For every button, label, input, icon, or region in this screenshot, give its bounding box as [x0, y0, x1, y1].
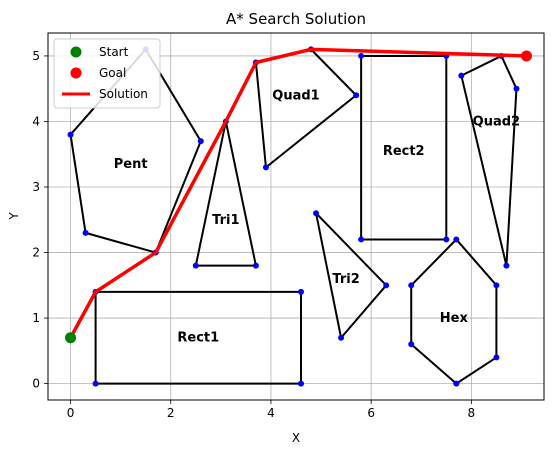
obstacle-vertex — [353, 92, 360, 99]
obstacle-label: Quad1 — [272, 88, 319, 103]
obstacle-vertex — [92, 380, 99, 387]
obstacle-vertex — [298, 380, 305, 387]
obstacle-vertex — [513, 85, 520, 92]
obstacle-vertex — [358, 236, 365, 243]
legend-start-marker — [70, 46, 82, 58]
axes — [47, 32, 545, 401]
obstacle-vertex — [408, 341, 415, 348]
obstacle-vertex — [252, 262, 259, 269]
obstacle-label: Tri2 — [332, 272, 359, 287]
obstacle-tri1 — [194, 120, 257, 267]
y-axis-label: Y — [7, 212, 21, 221]
obstacle-vertex — [408, 282, 415, 289]
obstacle-label: Rect1 — [177, 331, 219, 346]
legend-solution-label: Solution — [99, 87, 148, 101]
x-tick-label: 6 — [367, 406, 375, 420]
obstacle-label: Rect2 — [383, 144, 425, 159]
obstacle-label: Quad2 — [473, 114, 520, 129]
y-tick-label: 2 — [32, 246, 40, 260]
y-tick-label: 3 — [32, 180, 40, 194]
x-tick-label: 4 — [267, 406, 275, 420]
goal-marker — [520, 50, 532, 62]
x-tick-label: 2 — [167, 406, 175, 420]
obstacle-vertex — [67, 131, 74, 138]
y-tick-label: 4 — [32, 114, 40, 128]
start-marker — [65, 332, 77, 344]
obstacle-vertex — [493, 354, 500, 361]
obstacle-label: Tri1 — [212, 213, 239, 228]
x-axis-label: X — [292, 431, 300, 445]
obstacle-label: Hex — [440, 311, 469, 326]
obstacle-vertex — [443, 236, 450, 243]
legend-box — [53, 38, 161, 109]
obstacle-vertex — [453, 236, 460, 243]
x-tick-label: 0 — [67, 406, 75, 420]
x-tick-label: 8 — [468, 406, 476, 420]
legend-goal-label: Goal — [99, 66, 126, 80]
legend-goal-marker — [70, 67, 82, 79]
obstacle-vertex — [458, 72, 465, 79]
obstacle-vertex — [262, 164, 269, 171]
plot-frame — [47, 32, 545, 401]
obstacle-vertex — [313, 210, 320, 217]
obstacle-vertex — [197, 138, 204, 145]
obstacle-vertex — [453, 380, 460, 387]
chart-title: A* Search Solution — [226, 10, 366, 28]
obstacle-vertex — [82, 229, 89, 236]
obstacle-vertex — [383, 282, 390, 289]
obstacle-vertex — [358, 52, 365, 59]
obstacle-vertex — [298, 288, 305, 295]
y-tick-label: 5 — [32, 49, 40, 63]
y-tick-label: 0 — [32, 377, 40, 391]
ticks: 0 2 4 6 8 0 1 2 3 4 5 — [32, 49, 475, 420]
y-tick-label: 1 — [32, 311, 40, 325]
obstacle-tri2 — [315, 212, 388, 339]
obstacle-vertex — [503, 262, 510, 269]
obstacle-vertex — [192, 262, 199, 269]
obstacles: Pent Tri1 Quad1 Rect2 Quad2 Tri2 Hex Rect1 — [67, 46, 520, 387]
legend: Start Goal Solution — [53, 38, 161, 109]
obstacle-label: Pent — [114, 157, 148, 172]
legend-start-label: Start — [99, 45, 129, 59]
solution-path — [68, 47, 529, 340]
solution-path-layer — [65, 47, 532, 344]
obstacle-vertex — [338, 334, 345, 341]
obstacle-vertex — [493, 282, 500, 289]
